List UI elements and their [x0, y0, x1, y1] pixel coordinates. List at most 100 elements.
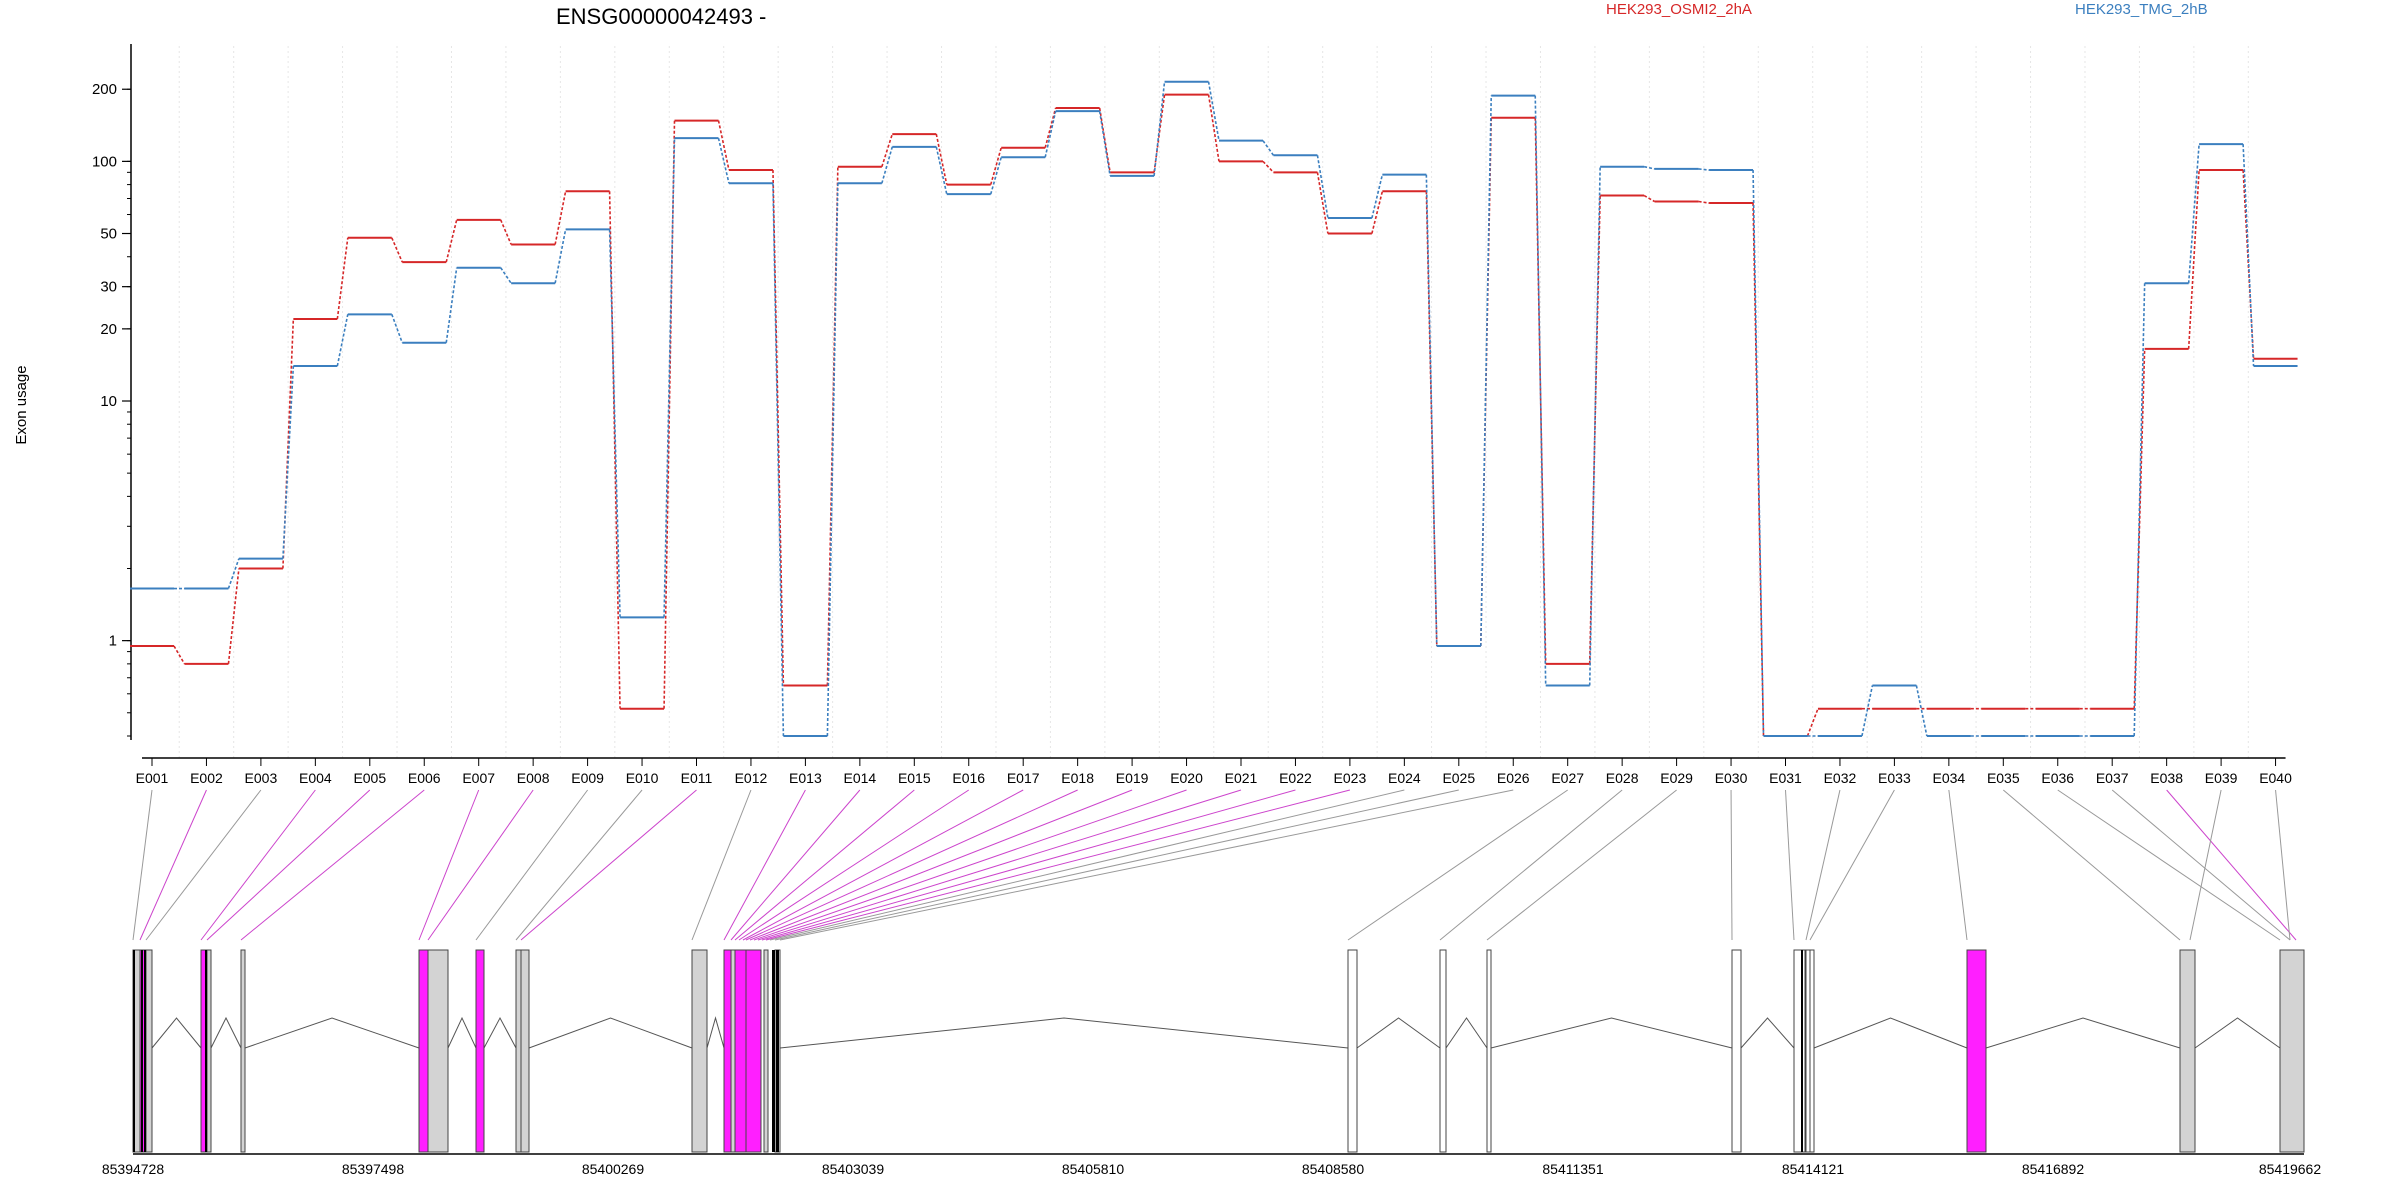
intron-arc [2194, 1017, 2281, 1049]
exon-box [2279, 949, 2305, 1153]
connector-e023 [765, 789, 1351, 941]
intron-arc [528, 1017, 693, 1049]
exon-box [730, 949, 736, 1153]
exon-label-e032: E032 [1824, 770, 1857, 786]
intron-arc [483, 1016, 517, 1049]
exon-box [1805, 949, 1811, 1153]
connector-e022 [761, 789, 1296, 941]
connector-e028 [1439, 789, 1623, 941]
connector-e034 [1948, 789, 1968, 941]
exon-label-e023: E023 [1334, 770, 1367, 786]
series-2-transition [1915, 685, 1928, 737]
exon-label-e007: E007 [462, 770, 495, 786]
connector-e035 [2002, 789, 2181, 941]
connector-e018 [745, 789, 1078, 941]
series-1-transition [391, 237, 403, 263]
exon-box [145, 949, 153, 1153]
exon-label-e031: E031 [1769, 770, 1802, 786]
connector-e024 [769, 789, 1405, 941]
exon-label-e038: E038 [2150, 770, 2183, 786]
chart-title: ENSG00000042493 - [556, 4, 766, 29]
y-tick-label: 50 [100, 226, 117, 243]
legend-series-1: HEK293_OSMI2_2hA [1606, 1, 1752, 18]
series-2-transition [554, 229, 567, 284]
exon-label-e035: E035 [1987, 770, 2020, 786]
intron-arc [244, 1017, 420, 1049]
genomic-coordinate-label: 85411351 [1542, 1161, 1603, 1177]
exon-box [418, 949, 429, 1153]
exon-connectors [132, 789, 2297, 941]
series-1-transition [1371, 191, 1384, 234]
exon-label-e039: E039 [2205, 770, 2238, 786]
exon-box [206, 949, 212, 1153]
series-1-transition [445, 219, 458, 263]
series-2-transition [1153, 81, 1166, 176]
series-1-transition [1316, 172, 1329, 234]
exon-label-e004: E004 [299, 770, 332, 786]
connector-e026 [779, 789, 1514, 941]
series-2-transition [2187, 144, 2200, 284]
exon-box [515, 949, 522, 1153]
exon-box [691, 949, 708, 1153]
genomic-coordinate-label: 85400269 [582, 1161, 645, 1177]
series-1-transition [608, 191, 621, 709]
series-2-transition [1588, 166, 1601, 686]
exon-edge [144, 950, 146, 1152]
series-2-transition [881, 146, 894, 184]
series-2-transition [1425, 174, 1438, 646]
exon-label-e009: E009 [571, 770, 604, 786]
series-2-transition [391, 314, 404, 344]
exon-label-e036: E036 [2041, 770, 2074, 786]
series-2-transition [1643, 165, 1655, 170]
connector-e007 [418, 789, 480, 941]
connector-e039 [2189, 789, 2222, 941]
gene-model [132, 949, 2305, 1153]
exon-label-e003: E003 [245, 770, 278, 786]
series-2-transition [1316, 155, 1329, 219]
connector-e037 [2111, 789, 2291, 941]
series-1-transition [1044, 107, 1057, 148]
exon-label-e034: E034 [1932, 770, 1965, 786]
series-1-transition [881, 133, 894, 167]
series-1-transition [336, 237, 349, 320]
series-2-transition [1861, 685, 1874, 737]
exon-box [1439, 949, 1447, 1153]
exon-label-e014: E014 [843, 770, 876, 786]
connector-e025 [774, 789, 1459, 941]
series-2-transition [1098, 111, 1111, 176]
intron-arc [1985, 1017, 2181, 1049]
intron-arc [1490, 1017, 1733, 1049]
series-1-transition [1207, 94, 1220, 162]
exon-box [1809, 949, 1815, 1153]
exon-label-e033: E033 [1878, 770, 1911, 786]
intron-arc [1356, 1017, 1441, 1049]
exon-box [1966, 949, 1987, 1153]
connector-e038 [2166, 789, 2297, 941]
series-2-transition [2133, 283, 2146, 737]
exon-box [520, 949, 530, 1153]
exon-edge [205, 950, 207, 1152]
intron-arc [706, 1016, 725, 1049]
connector-e011 [520, 789, 697, 941]
exon-label-e012: E012 [735, 770, 768, 786]
exon-label-e018: E018 [1061, 770, 1094, 786]
exon-box [2179, 949, 2196, 1153]
genomic-coordinate-axis: 85394728 85397498 85400269 85403039 85405810… [102, 1153, 2321, 1177]
connector-e040 [2275, 789, 2291, 941]
series-1-transition [1643, 194, 1655, 203]
exon-label-e029: E029 [1660, 770, 1693, 786]
exon-label-e015: E015 [898, 770, 931, 786]
intron-arc [447, 1016, 477, 1049]
series-2-transition [826, 183, 839, 737]
series-2-transition [1534, 95, 1547, 686]
exon-label-e010: E010 [626, 770, 659, 786]
exon-label-e022: E022 [1279, 770, 1312, 786]
series-1-transition [1698, 200, 1710, 204]
y-tick-label: 10 [100, 393, 117, 410]
exon-box [763, 949, 769, 1153]
y-axis-label: Exon usage [13, 365, 30, 444]
exon-label-e020: E020 [1170, 770, 1203, 786]
exon-label-e027: E027 [1551, 770, 1584, 786]
genomic-coordinate-label: 85408580 [1302, 1161, 1365, 1177]
